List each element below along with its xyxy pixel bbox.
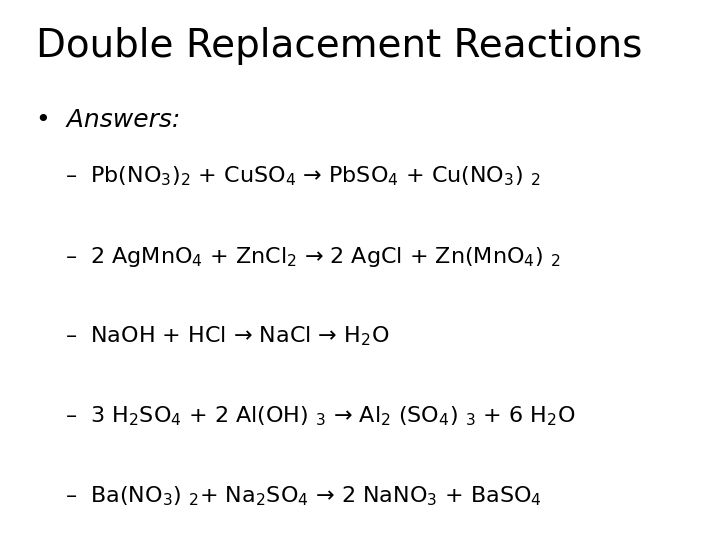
Text: •  Answers:: • Answers: <box>36 108 180 132</box>
Text: –  2 AgMnO$_4$ + ZnCl$_2$ → 2 AgCl + Zn(MnO$_4$) $_{2}$: – 2 AgMnO$_4$ + ZnCl$_2$ → 2 AgCl + Zn(M… <box>65 245 560 268</box>
Text: –  NaOH + HCl → NaCl → H$_2$O: – NaOH + HCl → NaCl → H$_2$O <box>65 325 389 348</box>
Text: Double Replacement Reactions: Double Replacement Reactions <box>36 27 642 65</box>
Text: –  Pb(NO$_3$)$_2$ + CuSO$_4$ → PbSO$_4$ + Cu(NO$_3$) $_{2}$: – Pb(NO$_3$)$_2$ + CuSO$_4$ → PbSO$_4$ +… <box>65 165 540 188</box>
Text: –  Ba(NO$_3$) $_{2}$+ Na$_2$SO$_4$ → 2 NaNO$_3$ + BaSO$_4$: – Ba(NO$_3$) $_{2}$+ Na$_2$SO$_4$ → 2 Na… <box>65 484 541 508</box>
Text: –  3 H$_2$SO$_4$ + 2 Al(OH) $_{3}$ → Al$_2$ (SO$_4$) $_{3}$ + 6 H$_2$O: – 3 H$_2$SO$_4$ + 2 Al(OH) $_{3}$ → Al$_… <box>65 404 575 428</box>
